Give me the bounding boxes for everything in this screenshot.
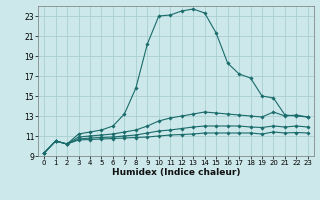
X-axis label: Humidex (Indice chaleur): Humidex (Indice chaleur) (112, 168, 240, 177)
